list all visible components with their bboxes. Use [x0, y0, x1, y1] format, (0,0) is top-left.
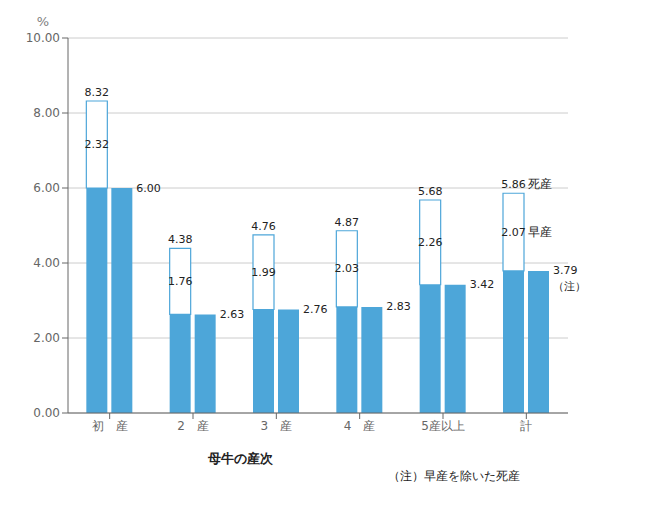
svg-text:（注）: （注）: [553, 280, 586, 293]
svg-text:6.00: 6.00: [136, 182, 161, 195]
svg-text:2.03: 2.03: [335, 262, 360, 275]
svg-text:2.07: 2.07: [501, 226, 526, 239]
svg-text:2.83: 2.83: [386, 300, 411, 313]
svg-text:%: %: [37, 14, 49, 29]
svg-text:5.68: 5.68: [418, 185, 443, 198]
svg-text:3.42: 3.42: [470, 278, 495, 291]
svg-text:3 産: 3 産: [261, 419, 293, 433]
svg-text:2.76: 2.76: [303, 303, 328, 316]
svg-text:計: 計: [520, 419, 532, 433]
svg-text:2.00: 2.00: [33, 331, 60, 345]
html-text:母牛の産次: 母牛の産次: [208, 451, 273, 466]
svg-text:早産: 早産: [528, 225, 552, 239]
svg-text:8.32: 8.32: [85, 86, 110, 99]
svg-text:1.76: 1.76: [168, 275, 193, 288]
svg-text:3.79: 3.79: [553, 264, 578, 277]
svg-text:2.63: 2.63: [220, 308, 245, 321]
svg-text:5産以上: 5産以上: [421, 419, 465, 433]
svg-text:4 産: 4 産: [344, 419, 376, 433]
svg-text:死産: 死産: [528, 177, 552, 191]
svg-text:2 産: 2 産: [177, 419, 209, 433]
svg-text:1.99: 1.99: [251, 266, 276, 279]
svg-text:5.86: 5.86: [501, 178, 526, 191]
svg-text:2.32: 2.32: [85, 138, 110, 151]
svg-text:10.00: 10.00: [26, 31, 60, 45]
svg-text:8.00: 8.00: [33, 106, 60, 120]
svg-text:4.76: 4.76: [251, 220, 276, 233]
html-text:（注）早産を除いた死産: （注）早産を除いた死産: [388, 469, 520, 483]
svg-text:4.38: 4.38: [168, 233, 193, 246]
svg-text:4.00: 4.00: [33, 256, 60, 270]
svg-text:0.00: 0.00: [33, 406, 60, 420]
svg-text:2.26: 2.26: [418, 236, 443, 249]
svg-text:6.00: 6.00: [33, 181, 60, 195]
svg-text:初 産: 初 産: [92, 419, 128, 433]
svg-text:4.87: 4.87: [335, 216, 360, 229]
